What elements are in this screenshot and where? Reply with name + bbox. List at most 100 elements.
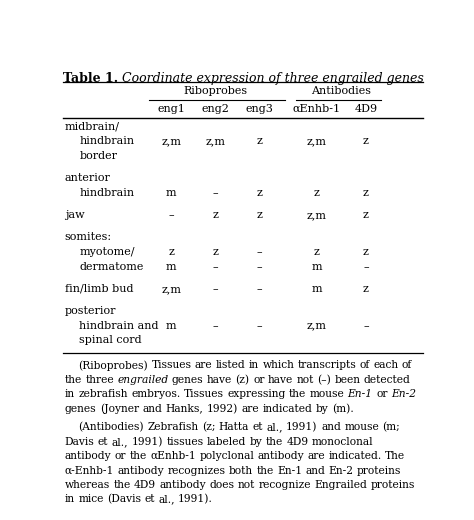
Text: En-1: En-1 — [347, 389, 373, 399]
Text: m: m — [311, 284, 322, 294]
Text: –: – — [363, 262, 369, 272]
Text: z: z — [313, 247, 319, 257]
Text: posterior: posterior — [65, 306, 116, 316]
Text: z: z — [363, 284, 369, 294]
Text: recognize: recognize — [259, 480, 311, 490]
Text: mouse: mouse — [344, 422, 379, 432]
Text: m: m — [166, 188, 177, 198]
Text: eng2: eng2 — [201, 103, 229, 114]
Text: been: been — [335, 375, 361, 385]
Text: three: three — [85, 375, 114, 385]
Text: proteins: proteins — [371, 480, 415, 490]
Text: (–): (–) — [317, 375, 331, 385]
Text: –: – — [212, 262, 218, 272]
Text: are: are — [308, 451, 325, 461]
Text: indicated: indicated — [263, 404, 312, 413]
Text: detected: detected — [364, 375, 411, 385]
Text: et: et — [252, 422, 263, 432]
Text: –: – — [212, 284, 218, 294]
Text: m: m — [311, 262, 322, 272]
Text: of: of — [360, 360, 370, 370]
Text: transcripts: transcripts — [298, 360, 356, 370]
Text: –: – — [363, 321, 369, 331]
Text: z: z — [212, 210, 219, 220]
Text: or: or — [376, 389, 388, 399]
Text: z: z — [256, 210, 263, 220]
Text: or: or — [115, 451, 126, 461]
Text: 4D9: 4D9 — [286, 437, 309, 447]
Text: genes: genes — [65, 404, 96, 413]
Text: the: the — [129, 451, 147, 461]
Text: 1991): 1991) — [132, 437, 163, 447]
Text: hindbrain: hindbrain — [80, 188, 135, 198]
Text: not: not — [238, 480, 255, 490]
Text: labeled: labeled — [207, 437, 246, 447]
Text: Davis: Davis — [65, 437, 94, 447]
Text: hindbrain: hindbrain — [80, 136, 135, 147]
Text: (Riboprobes): (Riboprobes) — [78, 360, 148, 371]
Text: et: et — [98, 437, 109, 447]
Text: Engrailed: Engrailed — [315, 480, 367, 490]
Text: En-2: En-2 — [329, 465, 354, 476]
Text: and: and — [306, 465, 325, 476]
Text: α-Enhb-1: α-Enhb-1 — [65, 465, 114, 476]
Text: Antibodies: Antibodies — [311, 86, 371, 96]
Text: does: does — [210, 480, 235, 490]
Text: by: by — [250, 437, 263, 447]
Text: zebrafish: zebrafish — [78, 389, 128, 399]
Text: z: z — [212, 247, 219, 257]
Text: and: and — [142, 404, 162, 413]
Text: midbrain/: midbrain/ — [65, 122, 120, 132]
Text: (Davis: (Davis — [107, 495, 141, 505]
Text: αEnhb-1: αEnhb-1 — [292, 103, 340, 114]
Text: Riboprobes: Riboprobes — [183, 86, 247, 96]
Text: are: are — [195, 360, 212, 370]
Text: (Joyner: (Joyner — [100, 404, 139, 414]
Text: z: z — [256, 136, 263, 147]
Text: –: – — [168, 210, 174, 220]
Text: dermatome: dermatome — [80, 262, 144, 272]
Text: –: – — [256, 247, 262, 257]
Text: En-1: En-1 — [277, 465, 302, 476]
Text: spinal cord: spinal cord — [80, 335, 142, 345]
Text: recognizes: recognizes — [167, 465, 226, 476]
Text: Tissues: Tissues — [151, 360, 191, 370]
Text: Hanks,: Hanks, — [165, 404, 203, 413]
Text: antibody: antibody — [118, 465, 164, 476]
Text: eng3: eng3 — [246, 103, 273, 114]
Text: (Antibodies): (Antibodies) — [78, 422, 144, 433]
Text: which: which — [263, 360, 294, 370]
Text: have: have — [207, 375, 232, 385]
Text: the: the — [289, 389, 306, 399]
Text: the: the — [65, 375, 82, 385]
Text: 1992): 1992) — [207, 404, 238, 414]
Text: proteins: proteins — [357, 465, 401, 476]
Text: (z;: (z; — [202, 422, 215, 433]
Text: the: the — [266, 437, 283, 447]
Text: in: in — [249, 360, 259, 370]
Text: z: z — [363, 188, 369, 198]
Text: monoclonal: monoclonal — [312, 437, 374, 447]
Text: z: z — [256, 188, 263, 198]
Text: The: The — [385, 451, 405, 461]
Text: z: z — [168, 247, 174, 257]
Text: Zebrafish: Zebrafish — [147, 422, 199, 432]
Text: and: and — [321, 422, 341, 432]
Text: anterior: anterior — [65, 173, 110, 184]
Text: tissues: tissues — [166, 437, 204, 447]
Text: (m;: (m; — [383, 422, 400, 433]
Text: Tissues: Tissues — [184, 389, 224, 399]
Text: m: m — [166, 262, 177, 272]
Text: al.,: al., — [266, 422, 283, 432]
Text: En-2: En-2 — [391, 389, 416, 399]
Text: jaw: jaw — [65, 210, 84, 220]
Text: in: in — [65, 495, 75, 504]
Text: z: z — [363, 136, 369, 147]
Text: embryos.: embryos. — [131, 389, 181, 399]
Text: or: or — [253, 375, 264, 385]
Text: z,m: z,m — [161, 284, 181, 294]
Text: al.,: al., — [112, 437, 128, 447]
Text: by: by — [316, 404, 328, 413]
Text: border: border — [80, 151, 118, 161]
Text: the: the — [113, 480, 131, 490]
